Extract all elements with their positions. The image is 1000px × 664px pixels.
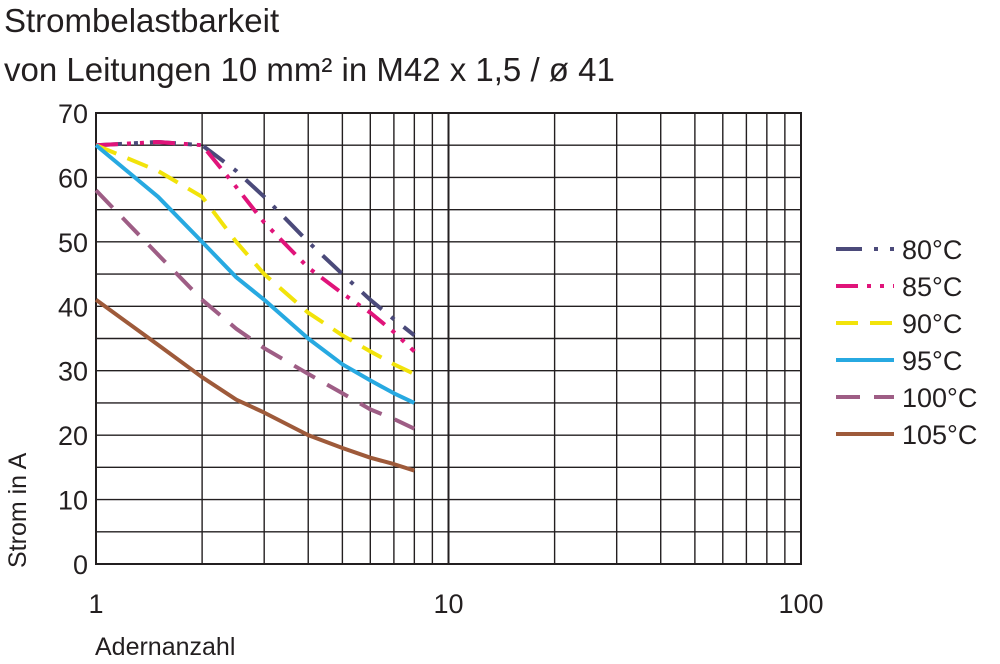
y-tick-label: 0 (73, 550, 88, 580)
x-tick-label: 10 (433, 589, 463, 619)
chart-title: Strombelastbarkeit (4, 2, 280, 39)
series-line-1 (95, 140, 416, 337)
series-layer (94, 140, 416, 473)
legend-label: 85°C (902, 272, 962, 302)
legend-label: 80°C (902, 235, 962, 265)
chart-subtitle: von Leitungen 10 mm² in M42 x 1,5 / ø 41 (4, 51, 615, 88)
y-tick-label: 20 (58, 421, 88, 451)
y-tick-label: 60 (58, 163, 88, 193)
legend-label: 90°C (902, 309, 962, 339)
x-tick-label: 1 (88, 589, 103, 619)
y-tick-label: 50 (58, 228, 88, 258)
y-tick-label: 10 (58, 486, 88, 516)
legend-label: 95°C (902, 346, 962, 376)
series-line-4 (94, 143, 416, 405)
y-tick-label: 30 (58, 357, 88, 387)
series-line-2 (95, 140, 416, 353)
x-tick-label: 100 (778, 589, 823, 619)
legend: 80°C 85°C 90°C 95°C 100°C 105°C (836, 235, 977, 450)
y-tick-label: 70 (58, 99, 88, 129)
y-axis-label: Strom in A (4, 452, 32, 568)
tick-labels: 0 10 20 30 40 50 60 70 1 10 100 (58, 99, 824, 619)
legend-label: 105°C (902, 420, 977, 450)
grid (95, 112, 802, 565)
series-line-3 (95, 143, 416, 376)
series-line-6 (94, 298, 415, 473)
plot-frame (95, 112, 802, 565)
series-line-5 (94, 188, 416, 431)
y-tick-label: 40 (58, 292, 88, 322)
x-axis-label: Adernanzahl (95, 633, 235, 661)
legend-label: 100°C (902, 383, 977, 413)
